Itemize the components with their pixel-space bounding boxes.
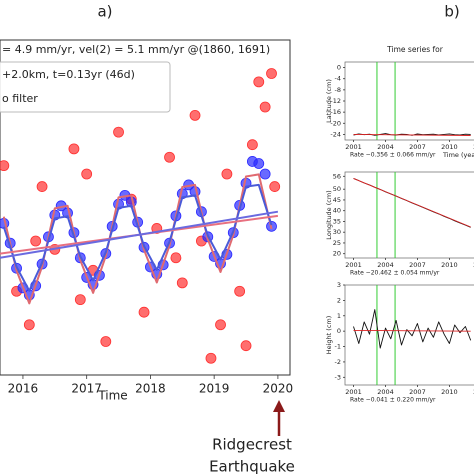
y-tick-label: -2 bbox=[335, 358, 341, 366]
y-tick-label: -8 bbox=[335, 86, 341, 94]
x-tick-label: 2019 bbox=[199, 382, 230, 396]
y-axis-label: Latitude (cm) bbox=[325, 79, 333, 123]
y-tick-label: 25 bbox=[333, 239, 341, 247]
chart-title: = 4.9 mm/yr, vel(2) = 5.1 mm/yr @(1860, … bbox=[2, 43, 270, 56]
note: Earthquake bbox=[209, 458, 295, 474]
point bbox=[240, 340, 252, 352]
x-tick-label: 2007 bbox=[409, 261, 426, 269]
caption: Rate −20.462 ± 0.054 mm/yr bbox=[350, 270, 440, 277]
point bbox=[259, 101, 271, 113]
point bbox=[81, 168, 93, 180]
y-tick-label: -4 bbox=[335, 75, 341, 83]
caption: Rate −0.041 ± 0.220 mm/yr bbox=[350, 397, 436, 404]
caption: Rate −0.356 ± 0.066 mm/yr bbox=[350, 152, 436, 159]
plot-frame bbox=[344, 61, 474, 141]
point bbox=[36, 181, 48, 192]
panel-label: a) bbox=[97, 3, 112, 21]
y-axis-label: Longitude (cm) bbox=[325, 190, 333, 239]
point bbox=[68, 143, 80, 155]
point bbox=[215, 319, 226, 331]
x-tick-label: 2017 bbox=[71, 382, 102, 396]
point bbox=[253, 158, 265, 169]
y-tick-label: -3 bbox=[335, 373, 341, 381]
point bbox=[246, 139, 258, 151]
point bbox=[176, 277, 188, 289]
y-tick-label: 45 bbox=[333, 196, 341, 204]
line bbox=[353, 309, 472, 349]
y-tick-label: 3 bbox=[337, 281, 341, 289]
x-tick-label: 2010 bbox=[441, 261, 458, 269]
point bbox=[269, 181, 281, 192]
note: Ridgecrest bbox=[212, 436, 292, 454]
line bbox=[353, 329, 471, 332]
point bbox=[164, 151, 175, 163]
y-tick-label: 20 bbox=[333, 250, 341, 258]
legend-label: o filter bbox=[2, 92, 38, 105]
point bbox=[0, 160, 10, 172]
arrow-head bbox=[273, 400, 285, 412]
point bbox=[113, 126, 124, 138]
legend-label: +2.0km, t=0.13yr (46d) bbox=[2, 68, 135, 81]
line bbox=[353, 133, 471, 136]
x-tick-label: 2004 bbox=[377, 261, 394, 269]
y-tick-label: 30 bbox=[333, 228, 341, 236]
panel-label: b) bbox=[444, 3, 459, 21]
point bbox=[100, 336, 112, 347]
x-tick-label: 2001 bbox=[345, 388, 362, 396]
x-axis-label: Time bbox=[97, 389, 127, 403]
point bbox=[234, 285, 246, 297]
plot-frame bbox=[344, 284, 474, 386]
point bbox=[189, 109, 201, 121]
point bbox=[138, 306, 150, 318]
y-tick-label: -1 bbox=[335, 343, 341, 351]
y-tick-label: 0 bbox=[337, 64, 341, 72]
y-tick-label: 2 bbox=[337, 296, 341, 304]
x-tick-label: 2004 bbox=[377, 143, 394, 151]
x-tick-label: 2001 bbox=[345, 261, 362, 269]
y-tick-label: 1 bbox=[337, 312, 341, 320]
x-tick-label: 2020 bbox=[263, 382, 294, 396]
x-tick-label: 2007 bbox=[409, 388, 426, 396]
point bbox=[205, 352, 217, 364]
y-tick-label: 50 bbox=[333, 185, 341, 193]
line bbox=[353, 177, 471, 228]
y-tick-label: 40 bbox=[333, 207, 341, 215]
x-tick-label: 2001 bbox=[345, 143, 362, 151]
x-axis-label: Time (years) bbox=[442, 151, 474, 159]
x-tick-label: 2010 bbox=[441, 143, 458, 151]
y-tick-label: -20 bbox=[330, 119, 341, 127]
x-tick-label: 2016 bbox=[8, 382, 39, 396]
chart-title: Time series for bbox=[386, 45, 444, 54]
line bbox=[2, 183, 273, 292]
y-tick-label: -12 bbox=[330, 97, 341, 105]
point bbox=[23, 319, 35, 331]
x-tick-label: 2007 bbox=[409, 143, 426, 151]
x-tick-label: 2004 bbox=[377, 388, 394, 396]
y-tick-label: 35 bbox=[333, 217, 341, 225]
point bbox=[253, 76, 265, 88]
point bbox=[221, 168, 233, 180]
point bbox=[259, 168, 271, 180]
x-tick-label: 2010 bbox=[441, 388, 458, 396]
y-tick-label: 0 bbox=[337, 327, 341, 335]
y-tick-label: -24 bbox=[330, 130, 341, 138]
plot-frame bbox=[344, 171, 474, 259]
point bbox=[30, 235, 42, 247]
legend-box bbox=[0, 61, 171, 113]
y-tick-label: 56 bbox=[333, 172, 341, 180]
point bbox=[170, 252, 182, 264]
y-axis-label: Height (cm) bbox=[325, 316, 333, 355]
point bbox=[74, 294, 86, 306]
x-tick-label: 2018 bbox=[135, 382, 166, 396]
point bbox=[266, 68, 277, 79]
y-tick-label: -16 bbox=[330, 108, 341, 116]
line bbox=[0, 210, 279, 259]
